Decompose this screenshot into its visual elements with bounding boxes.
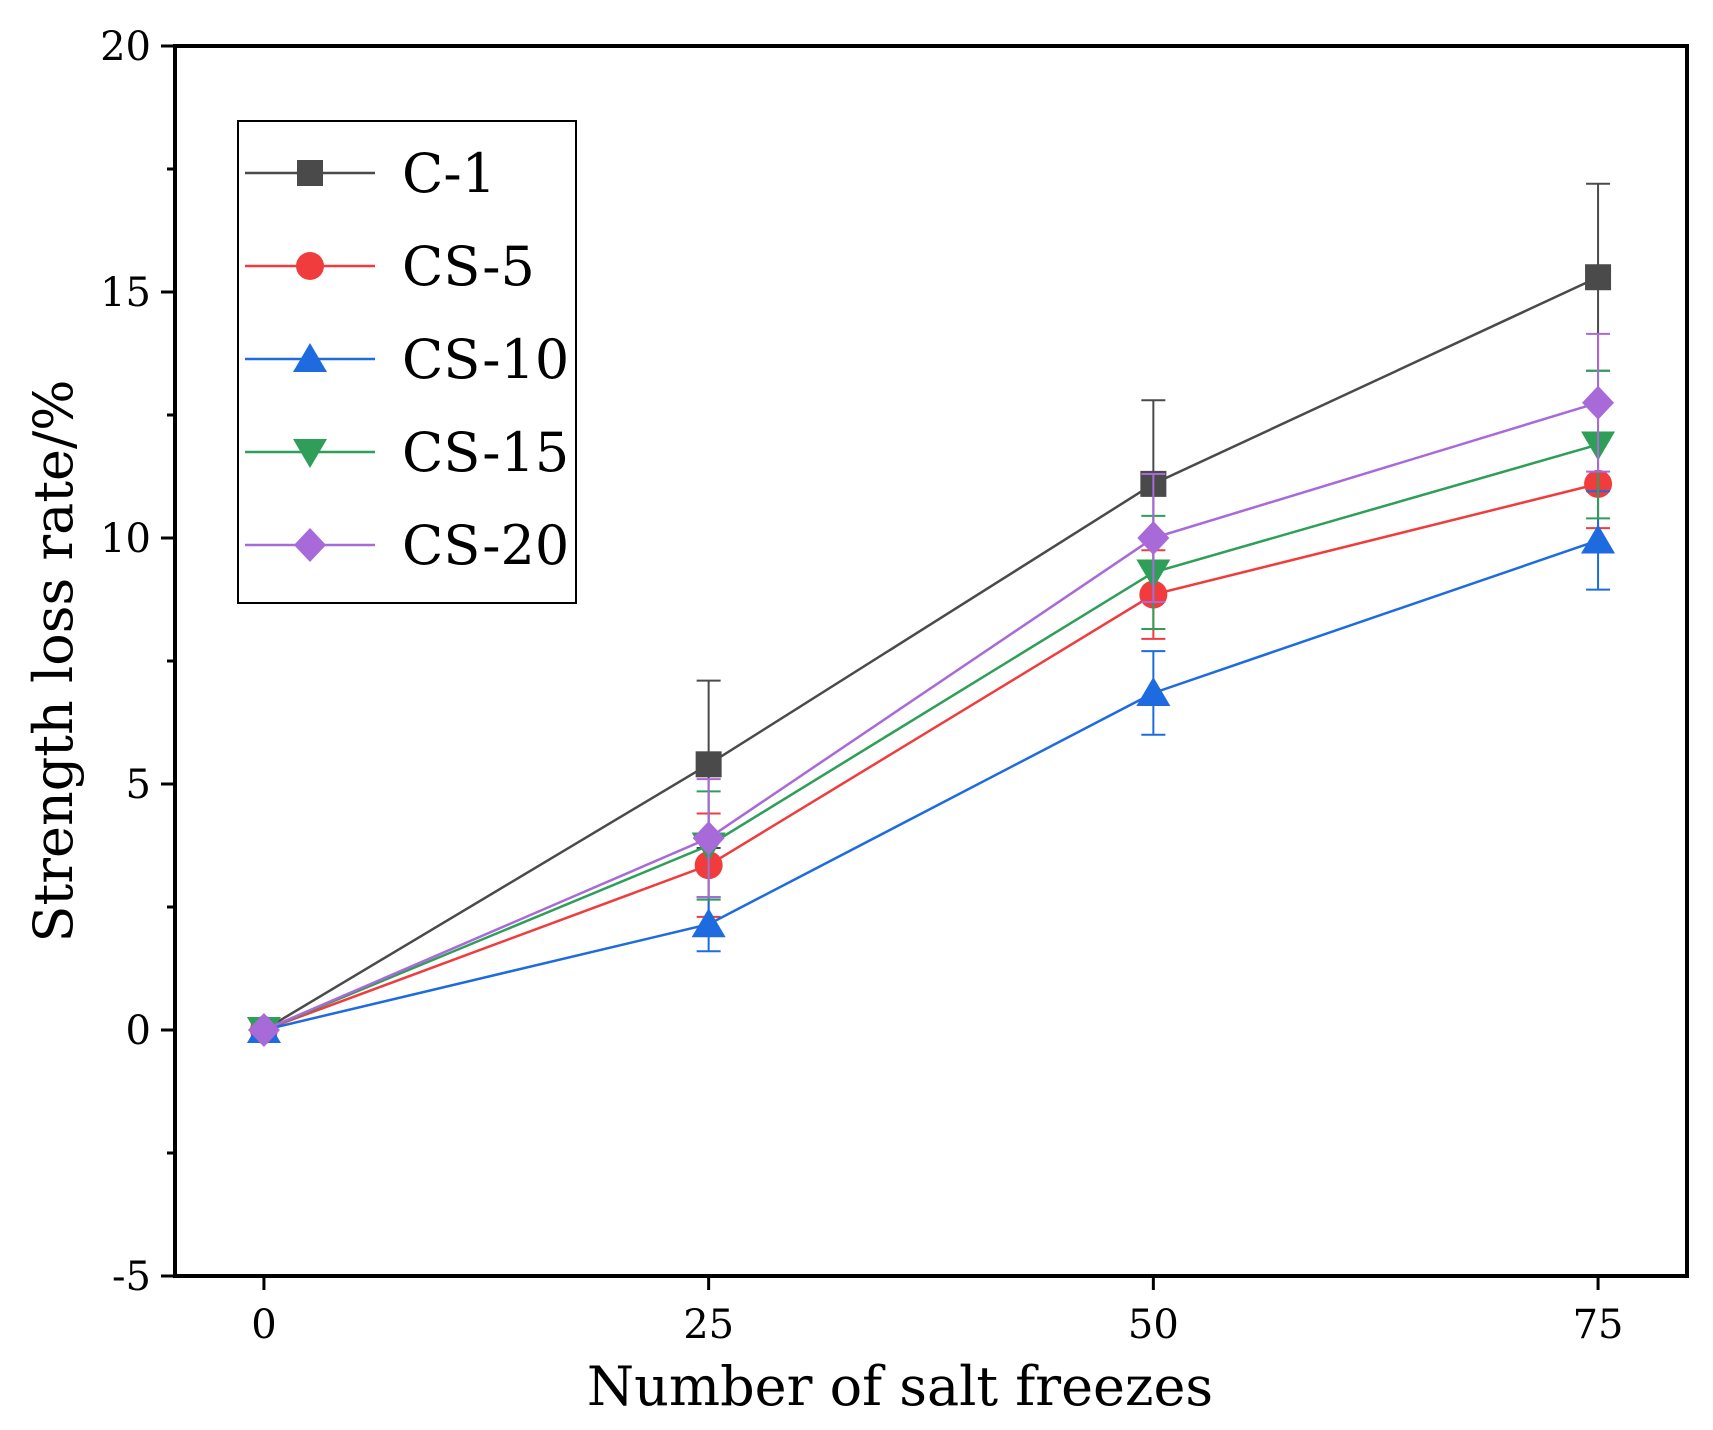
data-point — [1136, 676, 1171, 706]
legend-label: CS-20 — [402, 514, 569, 577]
x-axis-title: Number of salt freezes — [587, 1355, 1213, 1418]
x-tick-label: 25 — [683, 1302, 734, 1348]
legend-item: CS-10 — [245, 328, 569, 391]
x-axis: 0 25 50 75 — [251, 1276, 1624, 1348]
data-point — [695, 751, 722, 778]
y-tick-label: 5 — [126, 762, 151, 808]
legend-label: CS-15 — [402, 421, 569, 484]
y-axis: -5 0 5 10 15 20 — [100, 24, 175, 1300]
data-point — [691, 908, 726, 938]
legend-item: CS-5 — [245, 235, 535, 298]
series-line — [263, 401, 1599, 1032]
y-axis-title: Strength loss rate/% — [22, 380, 85, 943]
series-cs-20 — [247, 332, 1615, 1047]
data-point — [1581, 524, 1616, 554]
y-tick-label: 15 — [100, 270, 151, 316]
y-tick-label: -5 — [112, 1254, 151, 1300]
legend-item: CS-15 — [245, 421, 569, 484]
x-tick-label: 50 — [1128, 1302, 1179, 1348]
legend-box — [237, 120, 577, 604]
data-point — [1585, 264, 1612, 291]
legend-label: C-1 — [402, 142, 496, 205]
legend: C-1 CS-5 CS-10 CS-15 CS-20 — [237, 120, 577, 604]
x-tick-label: 0 — [251, 1302, 276, 1348]
legend-marker — [296, 252, 324, 280]
y-tick-label: 10 — [100, 516, 151, 562]
legend-marker — [293, 343, 327, 372]
legend-marker — [294, 528, 326, 562]
legend-item: C-1 — [245, 142, 496, 205]
y-tick-label: 20 — [100, 24, 151, 70]
data-point — [1137, 521, 1170, 555]
legend-marker — [293, 439, 327, 468]
series-line — [263, 443, 1599, 1032]
data-point — [247, 1013, 280, 1047]
legend-item: CS-20 — [245, 514, 569, 577]
data-point — [1582, 385, 1615, 420]
x-tick-label: 75 — [1573, 1302, 1624, 1348]
series-line — [263, 539, 1599, 1032]
legend-label: CS-10 — [402, 328, 569, 391]
y-tick-label: 0 — [126, 1008, 151, 1054]
legend-label: CS-5 — [402, 235, 535, 298]
series-line — [263, 482, 1599, 1032]
legend-marker — [297, 160, 323, 186]
series-line — [263, 276, 1599, 1032]
series-layer — [246, 182, 1616, 1047]
data-point — [692, 821, 725, 856]
